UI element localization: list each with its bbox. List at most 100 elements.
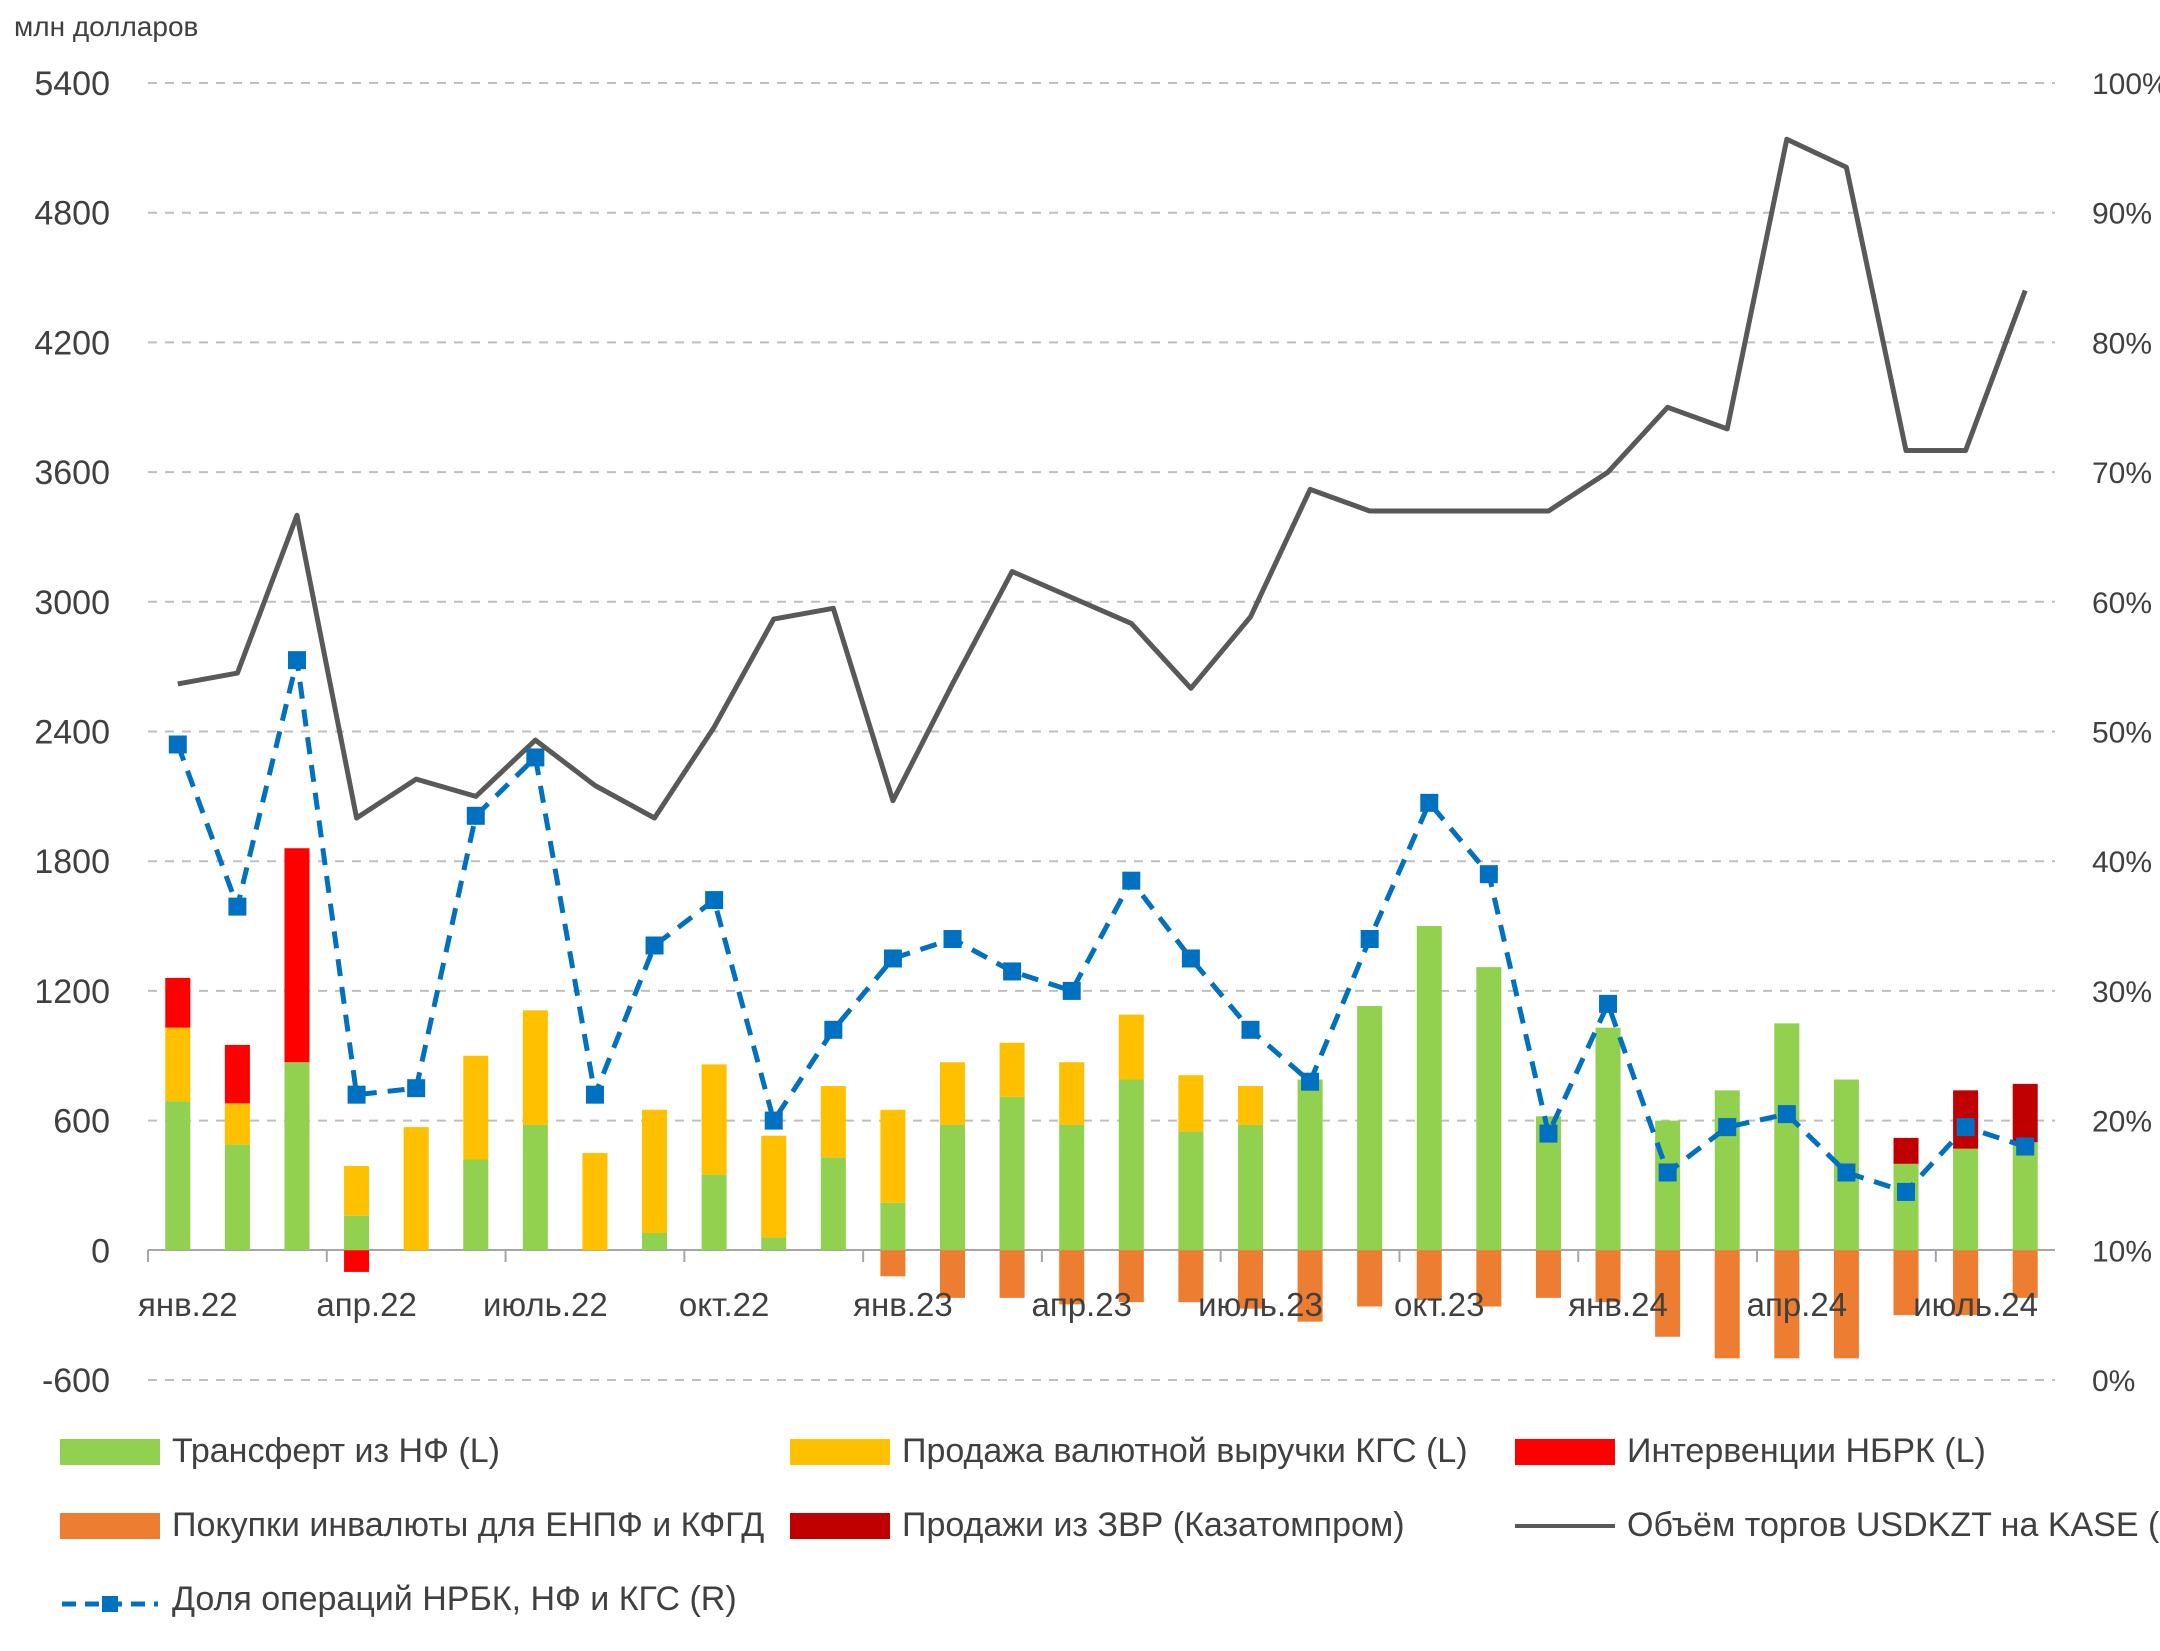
bar-segment-s1 (522, 1010, 548, 1125)
legend-item-transfer: Трансферт из НФ (L) (60, 1432, 500, 1471)
y-tick-label-left: 0 (91, 1232, 110, 1270)
share-line (175, 657, 2026, 1195)
share-marker (1777, 1105, 1796, 1124)
share-marker (1360, 930, 1379, 949)
y-tick-label-right: 100% (2092, 68, 2160, 101)
bar-segment-s1 (582, 1153, 608, 1251)
bar-segment-s0 (1595, 1027, 1621, 1251)
bar-segment-s3 (1476, 1250, 1502, 1307)
bar-segment-s0 (522, 1124, 548, 1251)
bar-segment-s0 (1655, 1120, 1681, 1251)
share-marker (1420, 793, 1439, 812)
bar-segment-s0 (344, 1215, 370, 1251)
bar-segment-s0 (1476, 967, 1502, 1251)
bar-segment-s3 (999, 1250, 1025, 1298)
share-marker (1837, 1163, 1856, 1182)
y-tick-label-left: 3000 (34, 584, 110, 622)
bar-segment-s1 (1059, 1062, 1085, 1125)
bar-segment-s0 (1357, 1006, 1383, 1251)
share-marker (168, 735, 187, 754)
legend-swatch-purchases (60, 1512, 160, 1539)
share-marker (1062, 981, 1081, 1000)
share-marker (526, 748, 545, 767)
bar-segment-s1 (344, 1165, 370, 1216)
y-tick-label-right: 0% (2092, 1365, 2135, 1398)
share-marker (1897, 1182, 1916, 1201)
share-marker (407, 1079, 426, 1098)
share-marker (943, 930, 962, 949)
x-tick-label: июль.23 (1198, 1286, 1323, 1323)
legend-label-transfer: Трансферт из НФ (L) (172, 1432, 500, 1470)
bar-segment-s3 (1774, 1250, 1800, 1359)
grid (148, 82, 2055, 1381)
bar-segment-s1 (1178, 1075, 1204, 1132)
bar-segment-s0 (1118, 1079, 1144, 1251)
share-marker (466, 806, 485, 825)
share-marker (1718, 1118, 1737, 1137)
bar-segment-s1 (224, 1103, 250, 1145)
bar-segment-s2 (284, 848, 310, 1063)
bar-segment-s3 (880, 1250, 906, 1277)
y-tick-label-right: 30% (2092, 976, 2152, 1009)
tick-labels: 5400 4800 4200 3600 3000 2400 1800 1200 600 0 -600… (34, 65, 2160, 1400)
y-tick-label-left: 1800 (34, 843, 110, 881)
y-axis-unit-label: млн долларов (14, 11, 198, 42)
bar-segment-s1 (642, 1109, 668, 1234)
y-tick-label-left: 5400 (34, 65, 110, 103)
y-tick-label-right: 40% (2092, 846, 2152, 879)
legend-swatch-volume (1515, 1513, 1615, 1539)
y-tick-label-left: 4800 (34, 195, 110, 233)
legend-label-share: Доля операций НРБК, НФ и КГС (R) (172, 1580, 737, 1618)
bar-segment-s1 (1118, 1014, 1144, 1080)
legend-item-share: Доля операций НРБК, НФ и КГС (R) (60, 1580, 737, 1619)
bar-segment-s4 (1893, 1137, 1919, 1164)
share-marker (585, 1085, 604, 1104)
bar-segment-s1 (940, 1062, 966, 1125)
legend-item-purchases: Покупки инвалюты для ЕНПФ и КФГД (60, 1506, 764, 1545)
legend-label-interventions: Интервенции НБРК (L) (1627, 1432, 1986, 1470)
x-tick-label: янв.22 (138, 1286, 238, 1323)
legend: Трансферт из НФ (L) Продажа валютной выр… (60, 1432, 2160, 1642)
y-tick-label-right: 90% (2092, 198, 2152, 231)
x-tick-label: июль.24 (1913, 1286, 2038, 1323)
legend-swatch-interventions (1515, 1438, 1615, 1465)
legend-label-fx-sales: Продажа валютной выручки КГС (L) (902, 1432, 1468, 1470)
y-tick-label-right: 60% (2092, 587, 2152, 620)
bar-segment-s3 (1237, 1250, 1263, 1309)
bar-segment-s0 (1416, 926, 1442, 1251)
y-tick-label-right: 50% (2092, 717, 2152, 750)
bar-segment-s0 (1774, 1023, 1800, 1251)
bar-segment-s0 (1953, 1148, 1979, 1251)
share-marker (764, 1111, 783, 1130)
x-tick-label: апр.24 (1747, 1286, 1847, 1323)
share-marker (287, 651, 306, 670)
x-tick-label: окт.23 (1394, 1286, 1485, 1323)
y-tick-label-right: 10% (2092, 1235, 2152, 1268)
bar-segment-s1 (761, 1135, 787, 1238)
share-marker (883, 949, 902, 968)
bar-segment-s0 (1178, 1131, 1204, 1251)
legend-item-volume: Объём торгов USDKZT на KASE (L) (1515, 1506, 2160, 1545)
share-marker (1599, 994, 1618, 1013)
y-tick-label-left: 4200 (34, 324, 110, 362)
bar-segment-s0 (1893, 1163, 1919, 1251)
bar-segment-s0 (1059, 1124, 1085, 1251)
share-marker (1539, 1124, 1558, 1143)
x-tick-label: янв.23 (853, 1286, 953, 1323)
y-tick-label-left: 1200 (34, 973, 110, 1011)
bar-segment-s4 (2012, 1083, 2038, 1143)
bar-segment-s0 (165, 1101, 191, 1251)
bar-segment-s0 (1237, 1124, 1263, 1251)
bar-segment-s0 (701, 1174, 727, 1251)
bar-segment-s3 (1655, 1250, 1681, 1337)
volume-line (177, 136, 2028, 821)
bar-segment-s0 (761, 1237, 787, 1251)
bars (165, 848, 2038, 1359)
bar-segment-s3 (1416, 1250, 1442, 1301)
bar-segment-s2 (224, 1044, 250, 1104)
bar-segment-s3 (2012, 1250, 2038, 1298)
share-marker (1181, 949, 1200, 968)
bar-segment-s3 (1535, 1250, 1561, 1298)
bar-segment-s3 (1118, 1250, 1144, 1303)
y-tick-label-left: -600 (42, 1362, 110, 1400)
